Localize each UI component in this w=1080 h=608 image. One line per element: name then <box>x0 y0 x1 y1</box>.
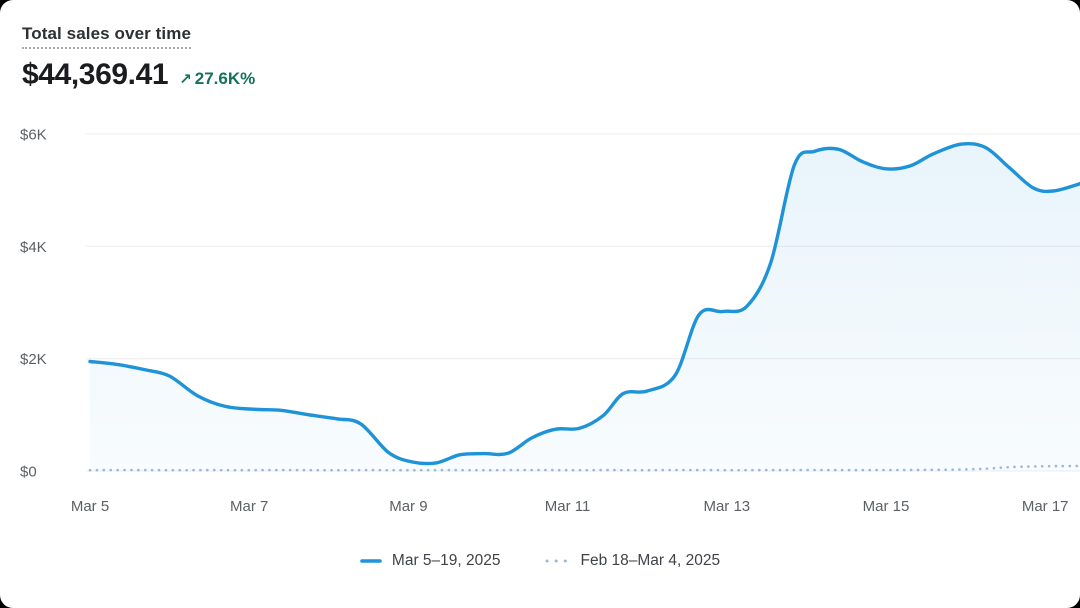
y-axis-tick-label: $4K <box>20 239 47 256</box>
y-axis-tick-label: $2K <box>20 351 47 368</box>
legend-item-previous[interactable]: Feb 18–Mar 4, 2025 <box>544 552 720 570</box>
card-header: Total sales over time $44,369.41 ↗ 27.6K… <box>22 24 255 90</box>
x-axis-tick-label: Mar 5 <box>71 498 109 515</box>
x-axis-tick-label: Mar 7 <box>230 498 268 515</box>
y-axis-tick-label: $0 <box>20 464 37 481</box>
total-sales-value: $44,369.41 <box>22 58 169 91</box>
x-axis-tick-label: Mar 9 <box>389 498 427 515</box>
legend-item-current[interactable]: Mar 5–19, 2025 <box>360 552 501 570</box>
legend-label-previous: Feb 18–Mar 4, 2025 <box>580 552 721 569</box>
trend-badge: ↗ 27.6K% <box>179 70 255 87</box>
previous-period-line[interactable] <box>88 464 1080 472</box>
current-period-line[interactable] <box>88 141 1080 466</box>
legend-label-current: Mar 5–19, 2025 <box>391 552 501 569</box>
x-axis-tick-label: Mar 15 <box>863 498 910 515</box>
trend-percent: 27.6K% <box>194 69 256 88</box>
value-row: $44,369.41 ↗ 27.6K% <box>22 60 255 90</box>
trend-up-icon: ↗ <box>179 71 192 88</box>
legend-swatch-dotted-line <box>545 559 571 563</box>
current-period-area <box>90 143 1080 471</box>
legend-swatch-solid-line <box>360 559 382 563</box>
page-title[interactable]: Total sales over time <box>22 24 192 49</box>
x-axis-tick-label: Mar 11 <box>545 498 591 515</box>
y-axis-tick-label: $6K <box>20 127 47 144</box>
sales-line-chart[interactable]: $6K $4K $2K $0 Mar 5 Mar 7 Mar 9 Mar 11 Mar 13 Ma… <box>0 120 1080 532</box>
x-axis-tick-label: Mar 13 <box>703 498 750 515</box>
chart-legend: Mar 5–19, 2025 Feb 18–Mar 4, 2025 <box>0 552 1080 570</box>
x-axis-tick-label: Mar 17 <box>1022 498 1069 515</box>
